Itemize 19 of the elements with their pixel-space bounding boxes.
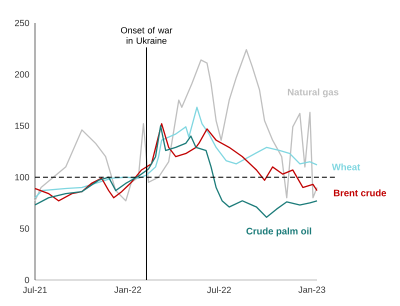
text: Natural gas: [288, 88, 338, 98]
x-tick-label: Jul-21: [22, 286, 47, 294]
text: Crude palm oil: [246, 228, 312, 236]
x-tick-label: Jan-23: [298, 286, 326, 293]
y-tick-label: 200: [14, 71, 30, 78]
line-series: [34, 125, 318, 218]
series-label: Wheat: [332, 163, 360, 170]
y-tick-label: 50: [20, 225, 30, 232]
y-tick-label: 100: [15, 174, 30, 180]
line-series: [34, 123, 318, 202]
x-tick-label: Jul-22: [207, 286, 231, 294]
x-tick-label: Jan-22: [114, 286, 142, 293]
line-series: [34, 106, 318, 198]
series-label: Brent crude: [334, 189, 386, 196]
ref-line-label: Onset of war in Ukraine: [121, 26, 172, 44]
y-tick-label: 150: [15, 122, 30, 129]
y-tick-label: 0: [24, 276, 30, 284]
line-series: [34, 49, 318, 202]
y-tick-label: 250: [14, 20, 30, 26]
